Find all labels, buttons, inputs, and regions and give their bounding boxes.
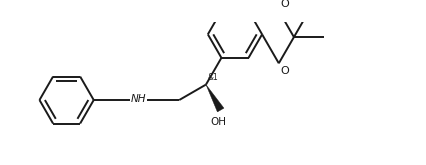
Text: NH: NH <box>131 94 146 104</box>
Text: OH: OH <box>210 117 226 127</box>
Text: &1: &1 <box>207 73 218 82</box>
Text: O: O <box>279 66 288 76</box>
Text: O: O <box>279 0 288 9</box>
Polygon shape <box>205 85 223 112</box>
